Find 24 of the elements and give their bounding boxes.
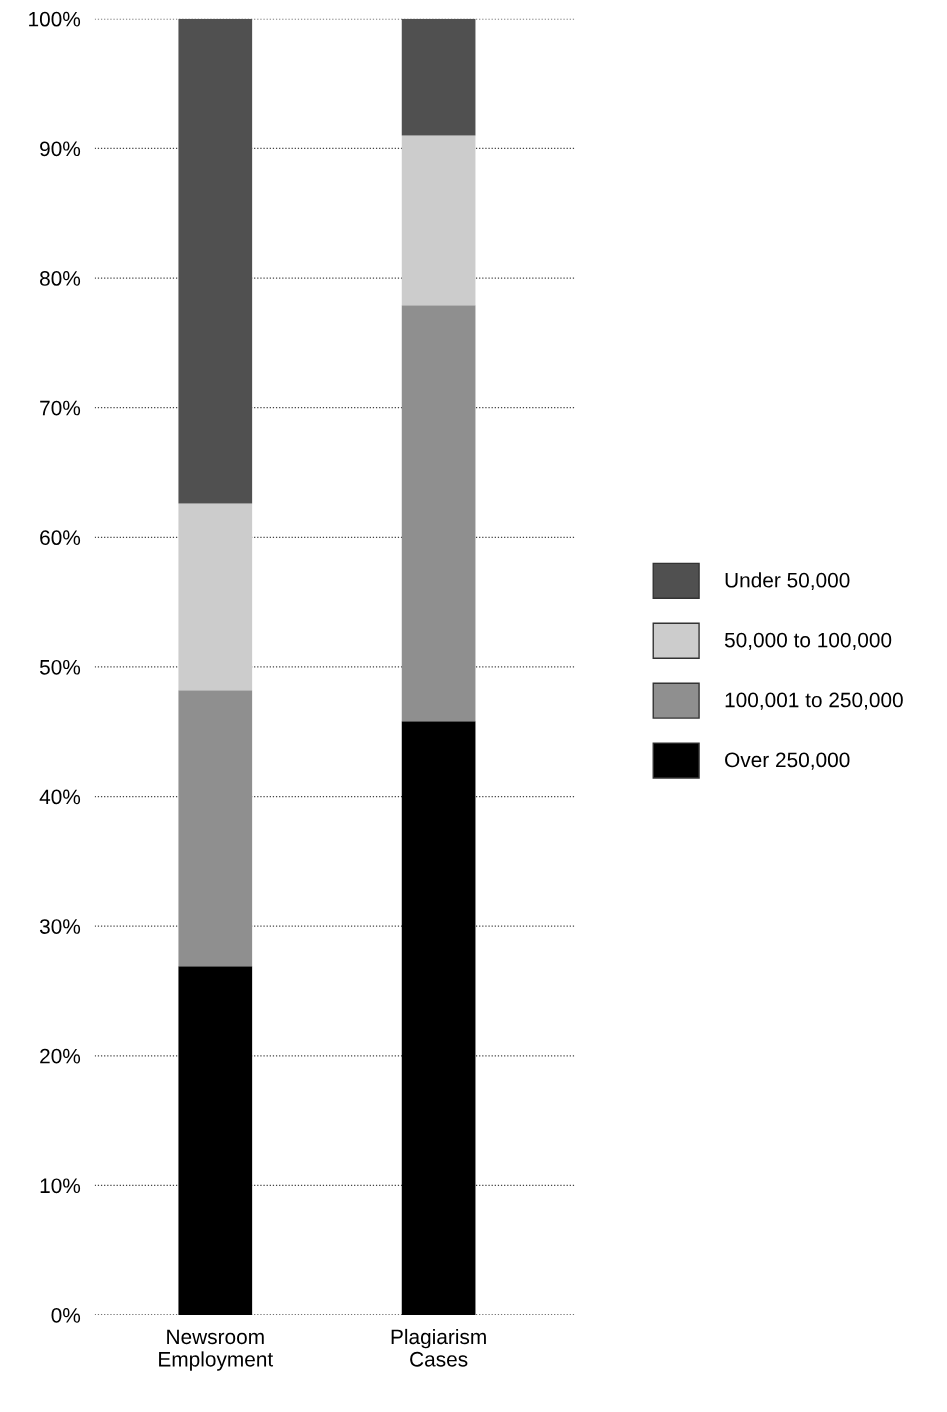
y-tick-label: 80% (40, 271, 81, 286)
bar (178, 966, 253, 1315)
legend-label: Over 250,000 (725, 752, 850, 770)
bar (401, 135, 476, 306)
y-tick-label: 50% (39, 659, 81, 675)
x-tick-label: Newsroom Employment (159, 1329, 274, 1371)
bar (401, 18, 476, 136)
y-tick-label: 100% (29, 11, 81, 27)
y-tick-label: 60% (40, 530, 81, 546)
y-tick-label: 0% (51, 1308, 81, 1323)
bar (178, 503, 253, 691)
bar (178, 690, 253, 967)
y-tick-label: 10% (40, 1178, 81, 1194)
legend-label: 50,000 to 100,000 (724, 632, 892, 650)
y-tick-label: 90% (40, 141, 81, 157)
bar (401, 305, 476, 722)
x-tick-label: Plagiarism Cases (391, 1328, 486, 1367)
y-tick-label: 30% (39, 919, 81, 934)
y-tick-label: 40% (39, 789, 81, 805)
bar (401, 721, 476, 1315)
legend-label: Under 50,000 (725, 572, 850, 591)
y-tick-label: 70% (40, 400, 81, 416)
y-tick-label: 20% (40, 1048, 81, 1064)
legend-label: 100,001 to 250,000 (725, 692, 903, 710)
